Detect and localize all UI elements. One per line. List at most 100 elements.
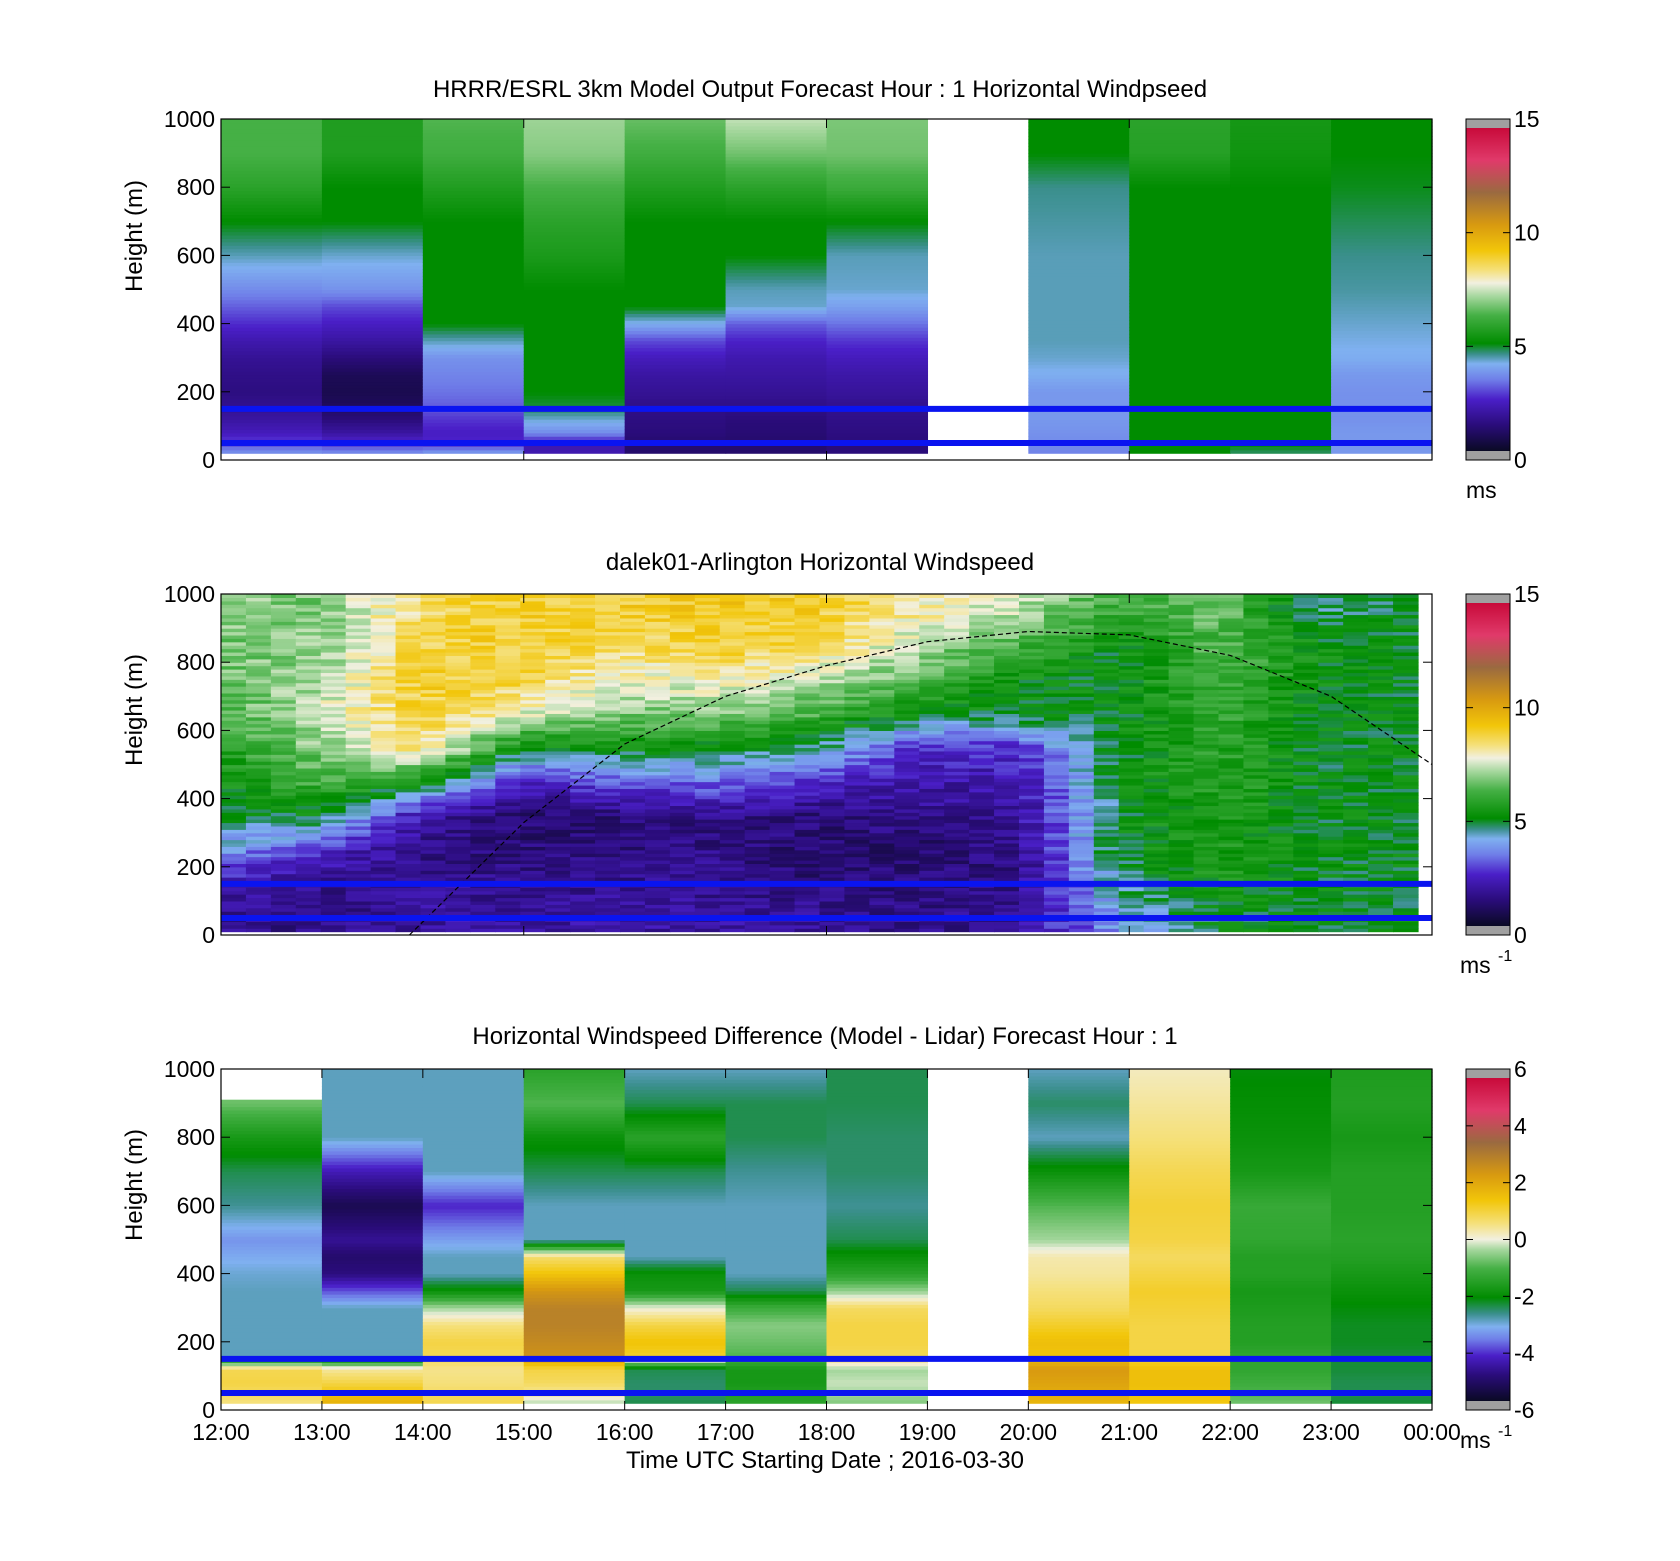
heatmap-cell	[1068, 822, 1095, 827]
heatmap-cell	[769, 890, 796, 895]
heatmap-cell	[321, 231, 424, 236]
heatmap-cell	[694, 846, 721, 851]
heatmap-cell	[422, 402, 525, 407]
heatmap-cell	[1019, 624, 1045, 629]
heatmap-cell	[270, 829, 297, 834]
heatmap-cell	[694, 699, 721, 704]
heatmap-cell	[1143, 761, 1170, 766]
heatmap-cell	[520, 832, 546, 837]
heatmap-cell	[944, 812, 970, 817]
heatmap-cell	[1143, 617, 1170, 622]
heatmap-cell	[295, 628, 322, 633]
heatmap-cell	[826, 388, 929, 393]
heatmap-cell	[769, 767, 796, 772]
heatmap-cell	[395, 662, 422, 667]
heatmap-cell	[769, 798, 796, 803]
heatmap-cell	[1093, 890, 1120, 895]
heatmap-cell	[595, 815, 621, 820]
heatmap-cell	[919, 907, 945, 912]
heatmap-cell	[944, 628, 970, 633]
heatmap-cell	[395, 846, 422, 851]
heatmap-cell	[1028, 367, 1130, 372]
heatmap-cell	[620, 628, 646, 633]
heatmap-cell	[719, 924, 746, 929]
heatmap-cell	[669, 655, 696, 660]
heatmap-cell	[1028, 395, 1130, 400]
heatmap-cell	[1028, 187, 1130, 192]
heatmap-cell	[470, 747, 496, 752]
heatmap-cell	[694, 761, 721, 766]
heatmap-cell	[221, 696, 247, 701]
heatmap-cell	[1118, 641, 1145, 646]
heatmap-cell	[345, 703, 372, 708]
heatmap-cell	[819, 819, 846, 824]
heatmap-cell	[395, 631, 422, 636]
heatmap-cell	[495, 655, 521, 660]
heatmap-cell	[869, 716, 895, 721]
heatmap-cell	[725, 347, 828, 352]
heatmap-cell	[919, 856, 945, 861]
heatmap-cell	[345, 808, 372, 813]
heatmap-cell	[869, 802, 895, 807]
heatmap-cell	[295, 887, 322, 892]
heatmap-cell	[844, 747, 870, 752]
heatmap-cell	[1093, 781, 1120, 786]
heatmap-cell	[994, 672, 1020, 677]
heatmap-cell	[595, 651, 621, 656]
heatmap-cell	[395, 679, 422, 684]
heatmap-cell	[919, 699, 945, 704]
heatmap-cell	[844, 836, 870, 841]
heatmap-cell	[894, 859, 920, 864]
heatmap-cell	[395, 645, 422, 650]
heatmap-cell	[769, 911, 796, 916]
heatmap-cell	[894, 723, 920, 728]
heatmap-cell	[669, 815, 696, 820]
heatmap-cell	[744, 713, 771, 718]
heatmap-cell	[944, 900, 970, 905]
heatmap-cell	[869, 815, 895, 820]
heatmap-cell	[1143, 832, 1170, 837]
heatmap-cell	[370, 815, 397, 820]
panel-1-x-axis	[220, 119, 1433, 460]
heatmap-cell	[1230, 309, 1332, 314]
heatmap-cell	[321, 350, 424, 355]
heatmap-cell	[624, 153, 727, 158]
heatmap-cell	[826, 234, 929, 239]
heatmap-cell	[994, 723, 1020, 728]
heatmap-cell	[221, 846, 247, 851]
heatmap-cell	[221, 398, 323, 403]
heatmap-cell	[644, 733, 671, 738]
heatmap-cell	[545, 866, 571, 871]
heatmap-cell	[1129, 449, 1231, 454]
heatmap-cell	[321, 159, 424, 164]
heatmap-cell	[1043, 866, 1070, 871]
heatmap-cell	[445, 771, 471, 776]
heatmap-cell	[320, 672, 347, 677]
heatmap-cell	[545, 784, 571, 789]
heatmap-cell	[221, 853, 247, 858]
heatmap-cell	[669, 611, 696, 616]
heatmap-cell	[270, 611, 297, 616]
heatmap-cell	[1129, 436, 1231, 441]
heatmap-cell	[819, 655, 846, 660]
heatmap-cell	[919, 897, 945, 902]
heatmap-cell	[794, 842, 821, 847]
heatmap-cell	[270, 631, 297, 636]
heatmap-cell	[644, 682, 671, 687]
heatmap-cell	[345, 894, 372, 899]
heatmap-cell	[221, 815, 247, 820]
heatmap-cell	[245, 604, 272, 609]
heatmap-cell	[669, 624, 696, 629]
heatmap-cell	[644, 600, 671, 605]
heatmap-cell	[826, 412, 929, 417]
heatmap-cell	[270, 802, 297, 807]
heatmap-cell	[422, 333, 525, 338]
heatmap-cell	[794, 665, 821, 670]
heatmap-cell	[221, 170, 323, 175]
heatmap-cell	[270, 839, 297, 844]
heatmap-cell	[844, 890, 870, 895]
heatmap-cell	[545, 808, 571, 813]
heatmap-cell	[1143, 713, 1170, 718]
heatmap-cell	[826, 221, 929, 226]
heatmap-cell	[826, 344, 929, 349]
